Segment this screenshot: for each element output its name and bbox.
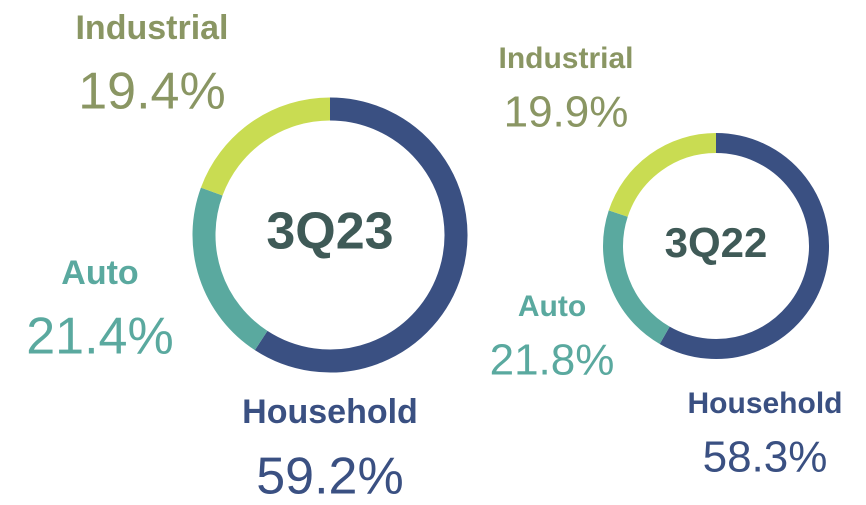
donut-segment: [254, 97, 468, 373]
category-label: Auto: [518, 290, 586, 323]
category-label: Household: [688, 387, 843, 420]
category-label: Industrial: [75, 9, 228, 47]
value-label: 19.4%: [78, 63, 225, 121]
category-label: Industrial: [498, 42, 633, 75]
value-label: 59.2%: [256, 448, 403, 505]
donut-segment: [603, 210, 670, 344]
donut-segment: [192, 187, 268, 351]
category-label: Auto: [61, 254, 138, 292]
category-label: Household: [242, 393, 418, 431]
value-label: 19.9%: [504, 88, 629, 137]
value-label: 21.4%: [26, 308, 173, 366]
value-label: 58.3%: [703, 433, 828, 482]
center-title: 3Q22: [665, 219, 768, 266]
donut-segment: [200, 97, 331, 196]
donut-segment: [608, 133, 717, 217]
center-title: 3Q23: [266, 203, 393, 261]
donut-segment: [659, 133, 829, 359]
value-label: 21.8%: [490, 336, 615, 385]
